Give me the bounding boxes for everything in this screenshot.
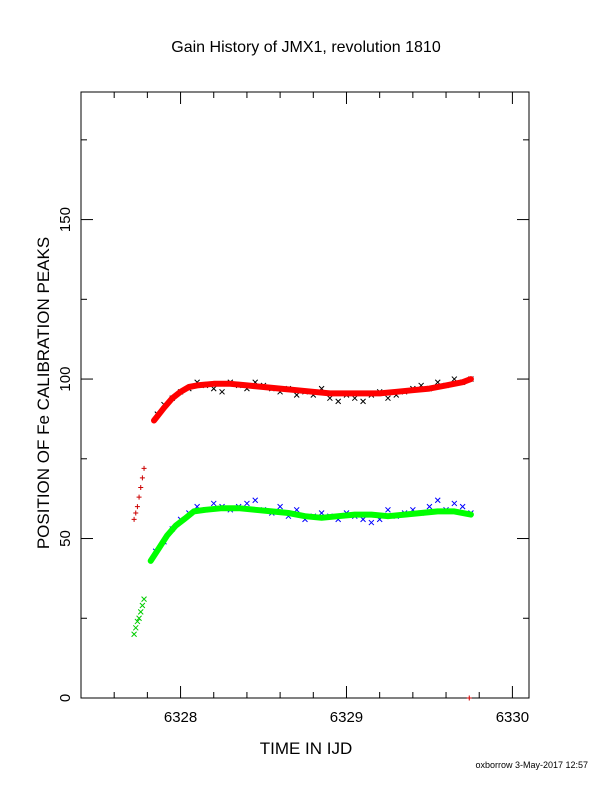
y-tick-label: 150 (57, 207, 74, 232)
chart-title: Gain History of JMX1, revolution 1810 (171, 39, 441, 56)
fit-curve (147, 505, 474, 564)
data-point (360, 516, 366, 523)
y-axis-label: POSITION OF Fe CALIBRATION PEAKS (34, 237, 53, 549)
data-point (136, 615, 142, 622)
data-point (426, 503, 433, 510)
data-point (137, 609, 144, 615)
data-point (451, 500, 458, 507)
data-point (434, 497, 441, 504)
data-point (210, 500, 217, 507)
data-point (385, 395, 391, 402)
data-point (335, 398, 342, 405)
footer-credit: oxborrow 3-May-2017 12:57 (475, 760, 588, 770)
x-tick-label: 6328 (164, 709, 197, 726)
data-point (138, 484, 144, 490)
data-point (327, 395, 333, 402)
series-6 (466, 695, 472, 701)
data-point (385, 506, 391, 513)
data-point (466, 695, 472, 701)
data-point (131, 516, 137, 522)
data-point (136, 494, 142, 500)
y-tick-label: 0 (57, 694, 74, 702)
y-tick-label: 100 (57, 367, 74, 392)
series-1 (151, 376, 474, 424)
x-axis-label: TIME IN IJD (260, 739, 353, 758)
x-tick-label: 6329 (330, 709, 363, 726)
x-tick-labels: 6328 6329 6330 (164, 709, 529, 726)
data-point (134, 618, 141, 625)
series-5 (131, 596, 147, 638)
fit-curve (151, 376, 474, 424)
data-point (139, 475, 145, 481)
plot-frame (80, 91, 530, 699)
x-tick-label: 6330 (496, 709, 529, 726)
data-point (459, 503, 466, 510)
data-point (368, 519, 375, 526)
data-point (360, 398, 366, 405)
data-series (131, 376, 474, 701)
data-point (351, 395, 358, 402)
y-tick-labels: 0 50 100 150 (57, 207, 74, 702)
data-point (134, 504, 140, 510)
data-point (132, 624, 139, 631)
y-tick-label: 50 (57, 530, 74, 547)
data-point (277, 503, 283, 510)
series-4 (147, 505, 474, 564)
series-3 (152, 497, 474, 555)
data-point (141, 465, 147, 471)
axis-ticks (80, 92, 529, 699)
data-point (133, 510, 139, 516)
data-point (131, 631, 137, 638)
data-point (219, 388, 225, 395)
series-2 (131, 465, 147, 522)
data-point (244, 500, 250, 507)
data-point (252, 497, 259, 504)
data-point (141, 596, 147, 602)
data-point (139, 602, 146, 609)
